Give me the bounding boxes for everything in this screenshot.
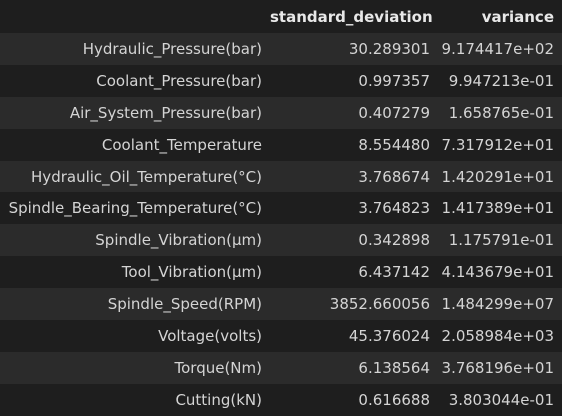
standard-deviation-cell: 3852.660056 xyxy=(329,295,430,314)
table-row: Coolant_Temperature 8.554480 7.317912e+01 xyxy=(0,128,562,161)
row-label: Cutting(kN) xyxy=(175,390,262,409)
variance-cell: 3.768196e+01 xyxy=(441,358,554,377)
table-row: Torque(Nm) 6.138564 3.768196e+01 xyxy=(0,351,562,384)
standard-deviation-cell: 3.768674 xyxy=(358,167,430,186)
standard-deviation-cell: 0.997357 xyxy=(358,71,430,90)
standard-deviation-cell: 30.289301 xyxy=(348,39,430,58)
table-row: Air_System_Pressure(bar) 0.407279 1.658765… xyxy=(0,96,562,129)
row-label: Torque(Nm) xyxy=(174,358,263,377)
table-row: Spindle_Vibration(µm) 0.342898 1.175791e-0… xyxy=(0,224,562,257)
row-label: Tool_Vibration(µm) xyxy=(121,263,262,282)
row-label: Voltage(volts) xyxy=(158,326,262,345)
index-corner-header xyxy=(0,0,270,33)
standard-deviation-cell: 3.764823 xyxy=(358,199,430,218)
table-row: Spindle_Speed(RPM) 3852.660056 1.484299e+0… xyxy=(0,288,562,321)
row-label: Hydraulic_Oil_Temperature(°C) xyxy=(31,167,262,186)
variance-cell: 1.420291e+01 xyxy=(441,167,554,186)
table-header: standard_deviation variance xyxy=(0,0,562,33)
header-row: standard_deviation variance xyxy=(0,0,562,33)
variance-cell: 9.174417e+02 xyxy=(441,39,554,58)
variance-cell: 3.803044e-01 xyxy=(448,390,554,409)
row-label: Coolant_Pressure(bar) xyxy=(96,71,262,90)
variance-cell: 9.947213e-01 xyxy=(448,71,554,90)
row-label: Spindle_Speed(RPM) xyxy=(107,295,262,314)
standard-deviation-cell: 45.376024 xyxy=(348,326,430,345)
variance-cell: 7.317912e+01 xyxy=(441,135,554,154)
variance-cell: 4.143679e+01 xyxy=(441,263,554,282)
standard-deviation-cell: 0.342898 xyxy=(358,231,430,250)
table-row: Cutting(kN) 0.616688 3.803044e-01 xyxy=(0,383,562,416)
standard-deviation-cell: 0.407279 xyxy=(358,103,430,122)
table-row: Voltage(volts) 45.376024 2.058984e+03 xyxy=(0,320,562,352)
row-label: Hydraulic_Pressure(bar) xyxy=(82,39,262,58)
standard-deviation-cell: 8.554480 xyxy=(358,135,430,154)
row-label: Spindle_Bearing_Temperature(°C) xyxy=(8,199,262,218)
row-label: Spindle_Vibration(µm) xyxy=(95,231,262,250)
standard-deviation-cell: 6.138564 xyxy=(358,358,430,377)
variance-cell: 1.175791e-01 xyxy=(448,231,554,250)
variance-cell: 1.658765e-01 xyxy=(448,103,554,122)
table-row: Hydraulic_Oil_Temperature(°C) 3.768674 1.4… xyxy=(0,160,562,193)
standard-deviation-cell: 0.616688 xyxy=(358,390,430,409)
table-row: Spindle_Bearing_Temperature(°C) 3.764823 1… xyxy=(0,192,562,225)
table-row: Tool_Vibration(µm) 6.437142 4.143679e+01 xyxy=(0,256,562,289)
variance-cell: 1.484299e+07 xyxy=(441,295,554,314)
row-label: Coolant_Temperature xyxy=(101,135,262,154)
column-header-standard-deviation: standard_deviation xyxy=(270,7,433,26)
column-header-variance: variance xyxy=(481,7,554,26)
variance-cell: 2.058984e+03 xyxy=(441,326,554,345)
table-row: Coolant_Pressure(bar) 0.997357 9.947213e-0… xyxy=(0,64,562,97)
variance-cell: 1.417389e+01 xyxy=(441,199,554,218)
row-label: Air_System_Pressure(bar) xyxy=(69,103,262,122)
standard-deviation-cell: 6.437142 xyxy=(358,263,430,282)
table-row: Hydraulic_Pressure(bar) 30.289301 9.174417… xyxy=(0,33,562,65)
table-body: Hydraulic_Pressure(bar) 30.289301 9.174417… xyxy=(0,33,562,416)
